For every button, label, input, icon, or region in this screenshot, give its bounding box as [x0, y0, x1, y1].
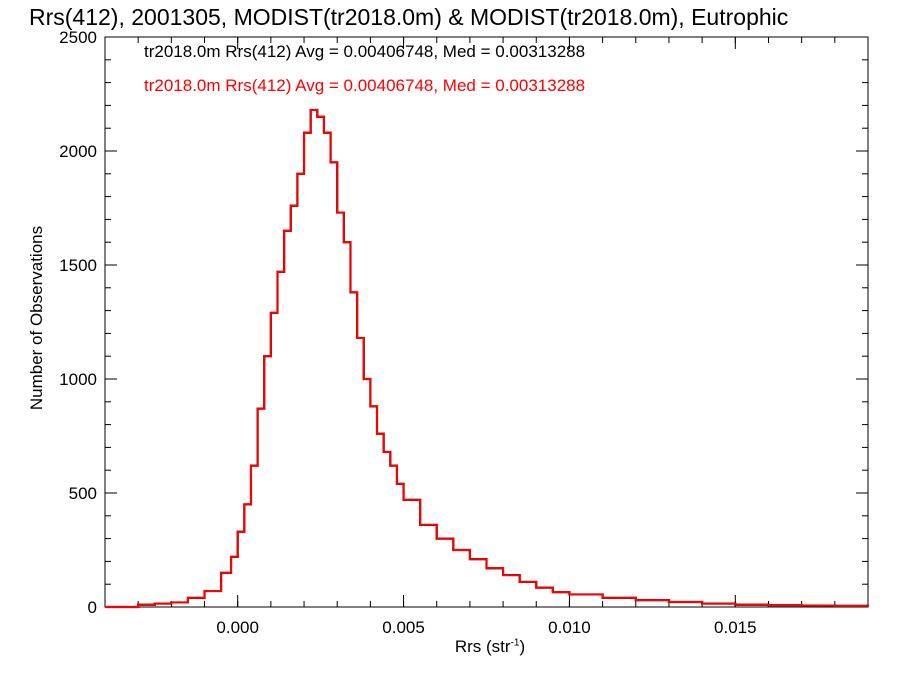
chart-title: Rrs(412), 2001305, MODIST(tr2018.0m) & M… — [29, 4, 789, 30]
annotation-red: tr2018.0m Rrs(412) Avg = 0.00406748, Med… — [144, 76, 586, 95]
x-tick-label: 0.015 — [714, 618, 757, 637]
y-tick-label: 2000 — [59, 142, 97, 161]
x-tick-label: 0.010 — [548, 618, 591, 637]
plot-frame — [104, 36, 869, 608]
x-axis-label: Rrs (str-1) — [420, 637, 560, 657]
x-axis-label-main: Rrs (str — [454, 637, 511, 656]
y-tick-label: 500 — [69, 484, 97, 503]
y-tick-label: 1500 — [59, 256, 97, 275]
annotation-black: tr2018.0m Rrs(412) Avg = 0.00406748, Med… — [144, 42, 586, 61]
x-axis-label-sup: -1 — [510, 637, 520, 649]
x-tick-label: 0.005 — [382, 618, 425, 637]
y-tick-label: 2500 — [59, 28, 97, 47]
x-axis-label-close: ) — [519, 637, 526, 656]
histogram-line-red — [105, 108, 869, 608]
y-tick-label: 0 — [88, 598, 97, 617]
histogram-line-black — [105, 108, 870, 609]
y-tick-label: 1000 — [59, 370, 97, 389]
x-tick-label: 0.000 — [216, 618, 259, 637]
